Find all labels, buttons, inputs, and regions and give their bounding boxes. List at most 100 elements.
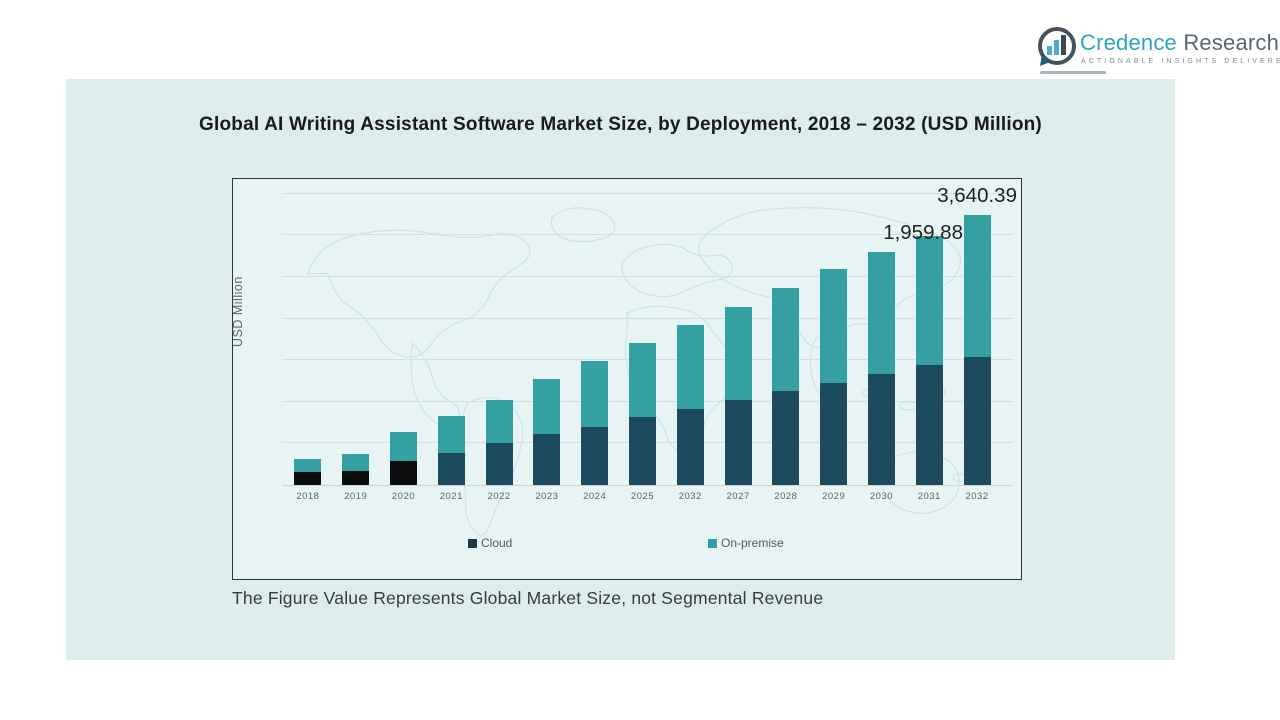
stacked-bar-2032-8 — [676, 325, 704, 485]
segment-cloud — [342, 471, 370, 485]
segment-on-premise — [820, 269, 848, 383]
segment-on-premise — [533, 379, 561, 434]
segment-on-premise — [963, 215, 991, 357]
bar-slot — [953, 179, 1001, 485]
bar-slot — [666, 179, 714, 485]
segment-on-premise — [342, 454, 370, 471]
x-axis-tick-label: 2018 — [296, 491, 320, 502]
brand-logo: Credence Research Actionable Insights De… — [1032, 22, 1280, 76]
stacked-bar-2021-3 — [437, 416, 465, 485]
stacked-bar-2022-4 — [485, 400, 513, 485]
stacked-bar-2024-6 — [581, 361, 609, 485]
x-axis-tick-label: 2023 — [535, 491, 559, 502]
stacked-bar-2029-11 — [820, 269, 848, 485]
plot-bars — [284, 179, 1001, 485]
x-axis-tick-label: 2031 — [917, 491, 941, 502]
stacked-bar-2027-9 — [724, 307, 752, 485]
stacked-bar-2030-12 — [867, 252, 895, 485]
gridline — [282, 192, 1013, 194]
segment-cloud — [485, 443, 513, 485]
segment-on-premise — [676, 325, 704, 409]
segment-cloud — [676, 409, 704, 485]
brand-name-secondary: Research — [1183, 30, 1280, 55]
bar-slot — [475, 179, 523, 485]
bar-slot — [284, 179, 332, 485]
segment-cloud — [294, 472, 322, 485]
y-axis-label: USD Million — [231, 276, 245, 347]
x-axis-tick-label: 2032 — [965, 491, 989, 502]
x-axis-tick-label: 2024 — [583, 491, 607, 502]
bar-slot — [571, 179, 619, 485]
chart-frame: USD Million 2018 2019 2020 2021 2022 2023 2024… — [231, 178, 1022, 580]
legend-label-on-premise: On-premise — [721, 536, 784, 550]
brand-name: Credence Research — [1080, 30, 1279, 56]
footnote: The Figure Value Represents Global Marke… — [232, 588, 824, 608]
brand-name-primary: Credence — [1080, 30, 1177, 55]
segment-cloud — [724, 400, 752, 485]
bar-slot — [810, 179, 858, 485]
x-axis-tick-label: 2032 — [678, 491, 702, 502]
stacked-bar-2028-10 — [772, 288, 800, 485]
x-axis-tick-label: 2021 — [439, 491, 463, 502]
chart-title: Global AI Writing Assistant Software Mar… — [199, 114, 1042, 135]
segment-on-premise — [389, 432, 417, 461]
segment-cloud — [867, 374, 895, 485]
bar-slot — [762, 179, 810, 485]
legend-item-on-premise: On-premise — [708, 536, 784, 550]
logo-underline-divider — [1040, 71, 1106, 74]
segment-on-premise — [772, 288, 800, 391]
segment-on-premise — [437, 416, 465, 453]
bar-slot — [427, 179, 475, 485]
bar-slot — [905, 179, 953, 485]
x-axis-tick-label: 2027 — [726, 491, 750, 502]
x-axis-tick-label: 2020 — [391, 491, 416, 502]
stacked-bar-2032-14 — [963, 215, 991, 485]
bar-slot — [619, 179, 667, 485]
segment-on-premise — [724, 307, 752, 400]
legend-item-cloud: Cloud — [468, 536, 512, 550]
segment-cloud — [628, 417, 656, 485]
x-axis-tick-label: 2030 — [869, 491, 894, 502]
segment-on-premise — [581, 361, 609, 427]
stacked-bar-2020-2 — [389, 432, 417, 485]
segment-cloud — [915, 365, 943, 485]
stacked-bar-2023-5 — [533, 379, 561, 485]
segment-on-premise — [915, 236, 943, 365]
x-axis-tick-label: 2022 — [487, 491, 511, 502]
bar-slot — [714, 179, 762, 485]
segment-cloud — [389, 461, 417, 485]
bar-slot — [858, 179, 906, 485]
segment-cloud — [963, 357, 991, 485]
legend-label-cloud: Cloud — [481, 536, 513, 550]
stacked-bar-2025-7 — [628, 343, 656, 485]
bar-slot — [523, 179, 571, 485]
segment-on-premise — [294, 459, 322, 472]
x-axis-tick-label: 2025 — [630, 491, 655, 502]
segment-on-premise — [867, 252, 895, 374]
data-label-2031: 1,959.88 — [883, 221, 963, 244]
legend-swatch-cloud — [468, 538, 477, 548]
x-axis-tick-label: 2029 — [822, 491, 846, 502]
data-label-2032: 3,640.39 — [937, 184, 1017, 207]
brand-tagline: Actionable Insights Delivered — [1081, 58, 1280, 65]
segment-cloud — [581, 427, 609, 485]
bar-slot — [380, 179, 428, 485]
x-axis-tick-label: 2028 — [774, 491, 798, 502]
gridline — [282, 317, 1013, 319]
segment-on-premise — [628, 343, 656, 417]
bar-chart-bubble-icon — [1038, 27, 1076, 66]
bar-slot — [332, 179, 380, 485]
segment-cloud — [533, 434, 561, 485]
gridline — [282, 234, 1013, 236]
segment-cloud — [772, 391, 800, 485]
segment-on-premise — [485, 400, 513, 443]
segment-cloud — [437, 453, 465, 485]
stacked-bar-2031-13 — [915, 236, 943, 485]
segment-cloud — [820, 383, 848, 485]
legend-swatch-on-premise — [708, 538, 717, 548]
gridline — [282, 276, 1013, 277]
stacked-bar-2018-0 — [294, 459, 322, 485]
stacked-bar-2019-1 — [342, 454, 370, 485]
x-axis-labels: 2018 2019 2020 2021 2022 2023 2024 2025 2032 2027… — [284, 491, 1001, 502]
